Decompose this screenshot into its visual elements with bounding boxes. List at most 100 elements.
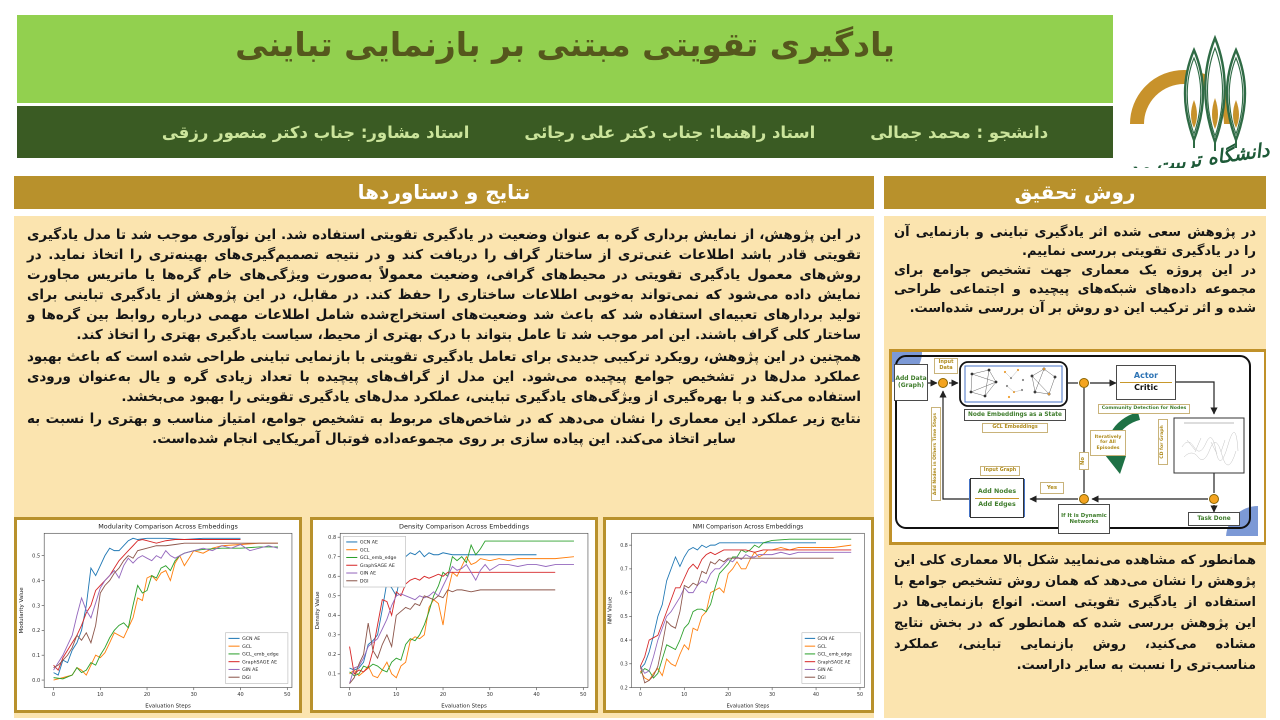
svg-text:50: 50 [857,692,863,698]
svg-text:Modularity Comparison Across E: Modularity Comparison Across Embeddings [98,523,238,531]
svg-text:10: 10 [681,692,687,698]
people-info-bar: دانشجو : محمد جمالی استاد راهنما: جناب د… [17,106,1113,158]
yes-label: Yes [1040,482,1064,494]
svg-text:Modularity Value: Modularity Value [19,587,25,634]
svg-text:GCN AE: GCN AE [242,636,260,642]
input-graph-label: Input Graph [980,466,1020,476]
architecture-diagram: Add Data (Graph) Input Data Node Embeddi… [889,349,1266,545]
advisor-name: استاد مشاور: جناب دکتر منصور رزقی [161,122,470,142]
logo-cypress-trees [1183,34,1247,151]
svg-text:0.8: 0.8 [620,543,628,549]
title-banner: یادگیری تقویتی مبتنی بر بازنمایی تباینی [17,15,1113,103]
svg-text:30: 30 [769,692,775,698]
svg-text:GCL_emb_edge: GCL_emb_edge [360,555,397,561]
svg-text:0.8: 0.8 [328,535,336,541]
method-panel-body: در پژوهش سعی شده اثر یادگیری تباینی و با… [884,216,1266,718]
svg-text:Evaluation Steps: Evaluation Steps [727,703,770,709]
iteratively-label: Iteratively for All Episodes [1090,430,1126,456]
svg-text:NMI Comparison Across Embeddin: NMI Comparison Across Embeddings [693,523,804,530]
node-embeddings-label: Node Embeddings as a State [964,409,1066,421]
svg-text:0.4: 0.4 [620,638,628,644]
density-chart-frame: 0.1 0.2 0.3 0.4 0.5 0.6 0.7 0.8 0 10 20 30 40 50 Densi… [310,517,598,713]
results-panel-body: در این پژوهش، از نمایش برداری گره به عنو… [14,216,874,718]
embedding-scatter-sketch [1003,368,1025,399]
results-panel-title: نتایج و دستاوردها [357,180,531,204]
method-intro-text: در پژوهش سعی شده اثر یادگیری تباینی و با… [884,216,1266,318]
svg-text:0.3: 0.3 [620,661,628,667]
svg-text:0.2: 0.2 [32,628,40,634]
svg-text:GIN AE: GIN AE [818,667,833,673]
svg-text:GCN AE: GCN AE [818,636,835,642]
svg-text:Density Value: Density Value [315,591,321,629]
add-nodes-time-label: Add Nodes in Others Time Steps [931,407,941,501]
svg-text:40: 40 [813,692,819,698]
flow-lines [928,379,1218,513]
university-name: دانشگاه تربیت مدرس [1122,138,1271,168]
junction-dots [938,378,1219,504]
svg-text:0.5: 0.5 [328,594,336,600]
svg-text:GCN AE: GCN AE [360,540,378,546]
svg-text:0: 0 [639,692,642,698]
svg-text:0.7: 0.7 [620,567,628,573]
results-paragraph: همچنین در این پژوهش، رویکرد ترکیبی جدیدی… [27,349,861,405]
svg-text:0.5: 0.5 [620,614,628,620]
svg-text:GCL: GCL [360,547,370,553]
svg-text:0.6: 0.6 [620,590,628,596]
svg-text:Evaluation Steps: Evaluation Steps [441,703,487,709]
svg-text:40: 40 [533,692,539,698]
if-dynamic-node: If It is Dynamic Networks [1058,504,1110,534]
svg-text:GCL: GCL [242,644,252,650]
svg-text:GraphSAGE AE: GraphSAGE AE [818,659,851,665]
actor-critic-divider [1120,382,1172,383]
community-detection-label: Community Detection for Nodes [1098,404,1190,414]
method-outro-text: همانطور که مشاهده می‌نمایید شکل بالا معم… [884,542,1266,676]
svg-text:40: 40 [237,692,243,698]
svg-text:GIN AE: GIN AE [242,667,258,673]
actor-label: Actor [1133,371,1159,381]
embedding-graph-nodes [969,368,998,398]
student-name: دانشجو : محمد جمالی [870,122,1049,142]
svg-text:10: 10 [97,692,103,698]
task-done-node: Task Done [1188,512,1240,526]
page-title: یادگیری تقویتی مبتنی بر بازنمایی تباینی [235,25,895,64]
density-chart: 0.1 0.2 0.3 0.4 0.5 0.6 0.7 0.8 0 10 20 30 40 50 Densi… [315,523,589,709]
svg-text:Density Comparison Across Embe: Density Comparison Across Embeddings [399,523,530,531]
critic-label: Critic [1134,383,1158,392]
svg-text:GCL: GCL [818,644,827,650]
add-nodes-edges-node: Add Nodes Add Edges [969,478,1025,518]
add-divider [975,497,1019,499]
svg-text:DGI: DGI [242,675,251,681]
svg-text:GraphSAGE AE: GraphSAGE AE [242,659,277,665]
no-label: No [1079,452,1089,470]
method-paragraph: در این پروژه یک معماری جهت تشخیص جوامع ب… [894,263,1256,316]
university-logo: دانشگاه تربیت مدرس [1095,8,1274,185]
svg-text:20: 20 [144,692,150,698]
method-paragraph: در پژوهش سعی شده اثر یادگیری تباینی و با… [894,225,1256,259]
svg-text:GraphSAGE AE: GraphSAGE AE [360,563,395,569]
results-text-block: در این پژوهش، از نمایش برداری گره به عنو… [14,216,874,449]
svg-text:0.5: 0.5 [32,553,40,559]
community-graph-sketch [1181,422,1239,466]
svg-text:0.1: 0.1 [32,653,40,659]
university-logo-icon: دانشگاه تربیت مدرس [1095,34,1271,185]
svg-text:0.6: 0.6 [328,574,336,580]
results-panel-header: نتایج و دستاوردها [14,176,874,209]
svg-text:GCL_emb_edge: GCL_emb_edge [818,652,853,658]
svg-text:0.0: 0.0 [32,678,40,684]
actor-critic-node: Actor Critic [1116,365,1176,400]
embedding-graph-sketch-2 [1030,367,1057,396]
add-edges-label: Add Edges [978,500,1016,508]
svg-text:0.3: 0.3 [328,633,336,639]
gcl-embeddings-label: GCL Embeddings [982,423,1048,433]
svg-text:0.2: 0.2 [328,652,336,658]
svg-text:50: 50 [580,692,586,698]
svg-text:50: 50 [284,692,290,698]
method-panel-title: روش تحقیق [1014,180,1136,204]
svg-text:10: 10 [393,692,399,698]
svg-text:20: 20 [440,692,446,698]
svg-text:0.2: 0.2 [620,685,628,691]
svg-text:GCL_emb_edge: GCL_emb_edge [242,652,279,658]
cd-for-graph-label: CD for Graph [1158,419,1168,465]
svg-text:0: 0 [348,692,351,698]
